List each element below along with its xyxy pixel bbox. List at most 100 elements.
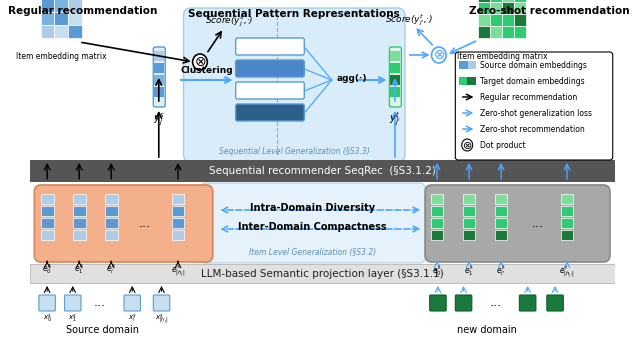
Bar — [41, 230, 54, 240]
Text: $x_1^t$: $x_1^t$ — [459, 313, 468, 326]
Bar — [502, 2, 514, 14]
Text: Clustering: Clustering — [180, 66, 233, 75]
Bar — [154, 51, 164, 61]
Text: Sequential recommender SeqRec  (§S3.1.2): Sequential recommender SeqRec (§S3.1.2) — [209, 166, 436, 176]
Text: Inter-Domain Compactness: Inter-Domain Compactness — [238, 222, 387, 232]
Bar — [29, 160, 616, 182]
Bar — [463, 230, 476, 240]
Text: ...: ... — [139, 216, 151, 230]
FancyBboxPatch shape — [154, 47, 165, 107]
Text: $x_1^s$: $x_1^s$ — [68, 313, 77, 325]
Text: $e_{l}^s$: $e_{l}^s$ — [106, 263, 116, 276]
Text: ...: ... — [490, 296, 502, 309]
Bar — [463, 218, 476, 228]
Bar — [495, 218, 508, 228]
FancyBboxPatch shape — [520, 295, 536, 311]
Circle shape — [431, 47, 446, 63]
Bar — [502, 0, 514, 2]
Text: $e_{l'}^t$: $e_{l'}^t$ — [496, 263, 506, 278]
Bar — [172, 206, 184, 216]
Bar — [73, 230, 86, 240]
FancyBboxPatch shape — [389, 47, 401, 107]
Bar — [459, 77, 476, 85]
FancyBboxPatch shape — [65, 295, 81, 311]
Text: $\otimes$: $\otimes$ — [462, 140, 472, 150]
Text: $x_{|h_{j'}|}^t$: $x_{|h_{j'}|}^t$ — [548, 313, 562, 328]
Bar — [561, 218, 573, 228]
Bar — [490, 26, 502, 38]
Bar — [459, 77, 467, 85]
FancyBboxPatch shape — [124, 295, 141, 311]
Text: $x_l^s$: $x_l^s$ — [128, 313, 137, 325]
Bar — [105, 230, 118, 240]
Bar — [105, 194, 118, 204]
Bar — [73, 218, 86, 228]
FancyBboxPatch shape — [200, 183, 425, 263]
Text: Source domain: Source domain — [67, 325, 140, 335]
Bar — [390, 75, 401, 85]
Text: $e_1^s$: $e_1^s$ — [74, 263, 84, 276]
Text: Sequential Pattern Representations: Sequential Pattern Representations — [188, 9, 400, 19]
Bar — [561, 230, 573, 240]
Bar — [502, 14, 514, 26]
Text: Item embedding matrix: Item embedding matrix — [15, 52, 106, 61]
Bar — [431, 206, 444, 216]
Text: new domain: new domain — [458, 325, 517, 335]
Text: Item embedding matrix: Item embedding matrix — [457, 52, 547, 61]
Text: $y_j^s$: $y_j^s$ — [153, 111, 164, 127]
Bar — [41, 218, 54, 228]
Text: $e_{|h_{j'}|}^t$: $e_{|h_{j'}|}^t$ — [559, 263, 575, 280]
Bar — [68, 0, 82, 12]
Text: agg(·): agg(·) — [337, 73, 367, 82]
Bar — [29, 264, 616, 283]
Bar — [495, 230, 508, 240]
Text: Sequential Level Generalization (§S3.3): Sequential Level Generalization (§S3.3) — [219, 147, 370, 156]
Bar — [41, 194, 54, 204]
Bar — [561, 206, 573, 216]
Bar — [390, 87, 401, 97]
Bar — [154, 63, 164, 73]
Text: $x_{l'}^t$: $x_{l'}^t$ — [523, 313, 532, 326]
Text: $e_0^s$: $e_0^s$ — [42, 263, 52, 276]
Text: ...: ... — [532, 216, 544, 230]
FancyBboxPatch shape — [236, 60, 304, 77]
Bar — [154, 75, 164, 85]
Bar — [514, 2, 526, 14]
Bar — [495, 194, 508, 204]
Bar — [172, 218, 184, 228]
Bar — [514, 26, 526, 38]
Bar — [431, 194, 444, 204]
Text: $\otimes$: $\otimes$ — [194, 55, 206, 69]
Text: Zero-shot generalization loss: Zero-shot generalization loss — [480, 108, 592, 117]
Bar — [459, 61, 476, 69]
Text: Dot product: Dot product — [480, 140, 525, 149]
Bar — [490, 0, 502, 2]
Bar — [41, 12, 54, 25]
FancyBboxPatch shape — [425, 185, 610, 262]
Bar — [478, 14, 490, 26]
FancyBboxPatch shape — [236, 38, 304, 55]
Text: Zero-shot recommendation: Zero-shot recommendation — [480, 125, 585, 134]
Bar — [467, 77, 476, 85]
Text: ...: ... — [93, 296, 106, 309]
Text: Zero-shot recommendation: Zero-shot recommendation — [469, 6, 630, 16]
Text: $\otimes$: $\otimes$ — [433, 48, 445, 62]
Bar — [478, 26, 490, 38]
Bar — [154, 87, 164, 97]
Bar — [490, 2, 502, 14]
Bar — [459, 61, 468, 69]
FancyBboxPatch shape — [35, 185, 212, 262]
Bar — [41, 206, 54, 216]
FancyBboxPatch shape — [39, 295, 56, 311]
FancyBboxPatch shape — [236, 104, 304, 121]
Text: $e_0^t$: $e_0^t$ — [432, 263, 442, 278]
Bar — [68, 25, 82, 38]
Text: $x_{|h_j|}^s$: $x_{|h_j|}^s$ — [155, 313, 168, 327]
Text: Score($y_j^s$,·): Score($y_j^s$,·) — [205, 15, 253, 29]
Bar — [41, 25, 54, 38]
Circle shape — [461, 139, 473, 151]
Bar — [490, 14, 502, 26]
Bar — [463, 194, 476, 204]
Bar — [41, 0, 54, 12]
Text: $e_1^t$: $e_1^t$ — [464, 263, 474, 278]
